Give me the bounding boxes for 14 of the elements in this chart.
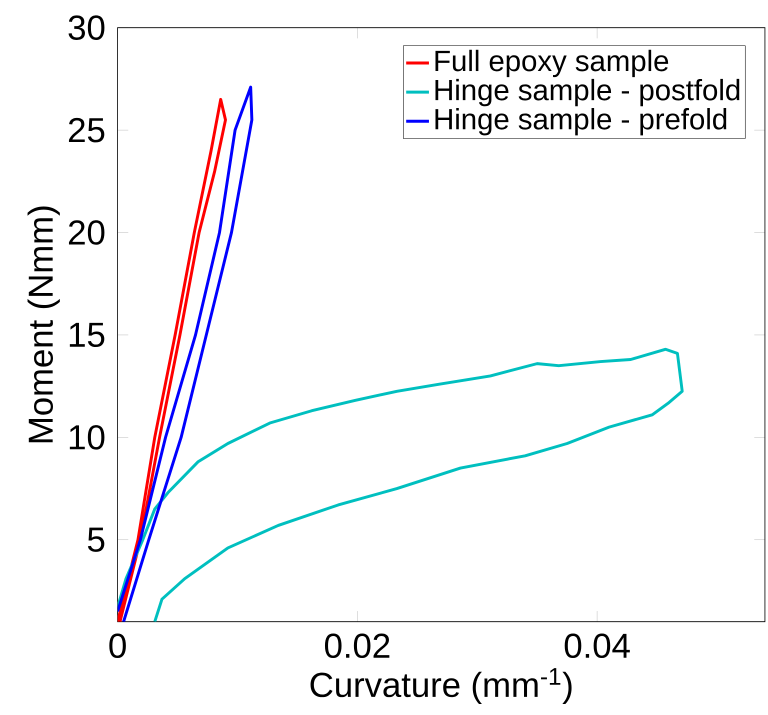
- legend-label: Hinge sample - postfold: [435, 78, 740, 106]
- x-tick-label: 0.02: [324, 634, 390, 658]
- x-tick-label: 0: [109, 634, 126, 658]
- y-tick-label: 15: [70, 322, 104, 348]
- y-tick-label: 5: [88, 528, 104, 552]
- legend-label: Hinge sample - prefold: [435, 108, 726, 136]
- x-axis-title: Curvature (mm$^{-1}$): [310, 668, 572, 704]
- y-axis-title: Moment (Nmm): [28, 206, 60, 442]
- y-tick-label: 10: [70, 425, 104, 450]
- y-tick-label: 30: [68, 15, 104, 40]
- y-tick-label: 25: [68, 118, 104, 142]
- y-tick-label: 20: [68, 220, 104, 245]
- x-tick-label: 0.04: [564, 634, 630, 658]
- legend-label: Full epoxy sample: [435, 50, 668, 78]
